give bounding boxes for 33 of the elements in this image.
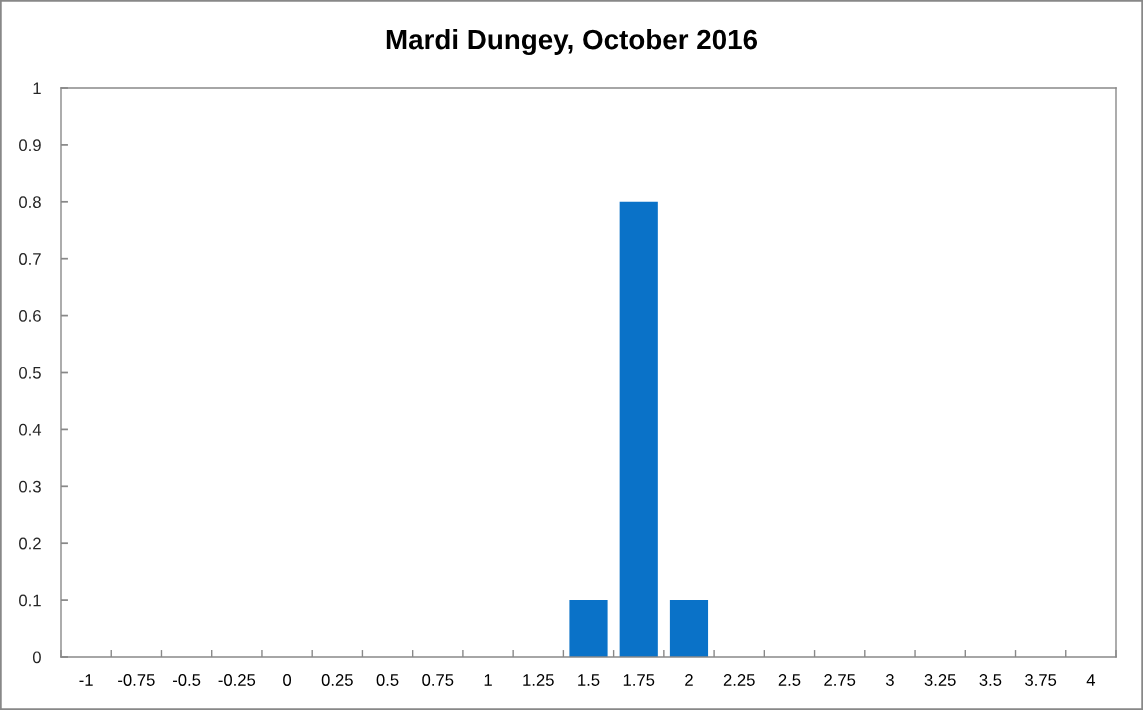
x-tick-label: 2 xyxy=(685,674,693,686)
y-tick-label: 0 xyxy=(32,651,41,664)
x-tick-label: 1.25 xyxy=(523,674,554,686)
x-tick-label: -0.75 xyxy=(118,674,155,686)
y-tick-label: 1 xyxy=(33,82,41,95)
x-tick-label: 0.25 xyxy=(321,674,353,686)
y-tick-label: 0.4 xyxy=(19,423,42,436)
x-tick-label: 3.5 xyxy=(979,674,1002,686)
x-tick-label: 3.75 xyxy=(1025,674,1057,686)
x-tick-label: 0.75 xyxy=(422,674,454,686)
y-tick-label: 0.5 xyxy=(19,366,41,379)
x-tick-label: -0.5 xyxy=(172,674,201,686)
y-tick-label: 0.2 xyxy=(19,537,41,550)
x-tick-label: 1.75 xyxy=(623,674,655,686)
chart-title: Mardi Dungey, October 2016 xyxy=(386,28,758,56)
y-tick-label: 0.3 xyxy=(19,480,41,493)
x-tick-label: 3 xyxy=(885,674,894,686)
x-tick-label: 3.25 xyxy=(924,674,956,686)
x-tick-label: 1.5 xyxy=(578,674,600,686)
x-tick-label: -0.25 xyxy=(218,674,256,686)
x-tick-label: 2.75 xyxy=(824,674,856,686)
x-tick-label: 0 xyxy=(283,674,292,686)
y-tick-label: 0.9 xyxy=(19,139,41,152)
x-tick-label: 1 xyxy=(484,674,492,686)
y-tick-label: 0.6 xyxy=(19,310,41,322)
y-tick-label: 0.7 xyxy=(19,253,41,265)
y-tick-label: 0.1 xyxy=(19,594,41,607)
x-tick-label: 2.25 xyxy=(723,674,755,686)
y-tick-label: 0.8 xyxy=(19,196,41,208)
x-tick-label: 2.5 xyxy=(778,674,801,686)
x-tick-label: -1 xyxy=(79,674,93,686)
x-tick-label: 4 xyxy=(1086,674,1096,686)
x-tick-label: 0.5 xyxy=(376,674,399,686)
